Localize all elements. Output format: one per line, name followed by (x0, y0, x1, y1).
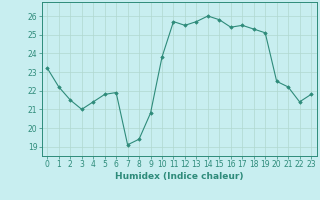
X-axis label: Humidex (Indice chaleur): Humidex (Indice chaleur) (115, 172, 244, 181)
